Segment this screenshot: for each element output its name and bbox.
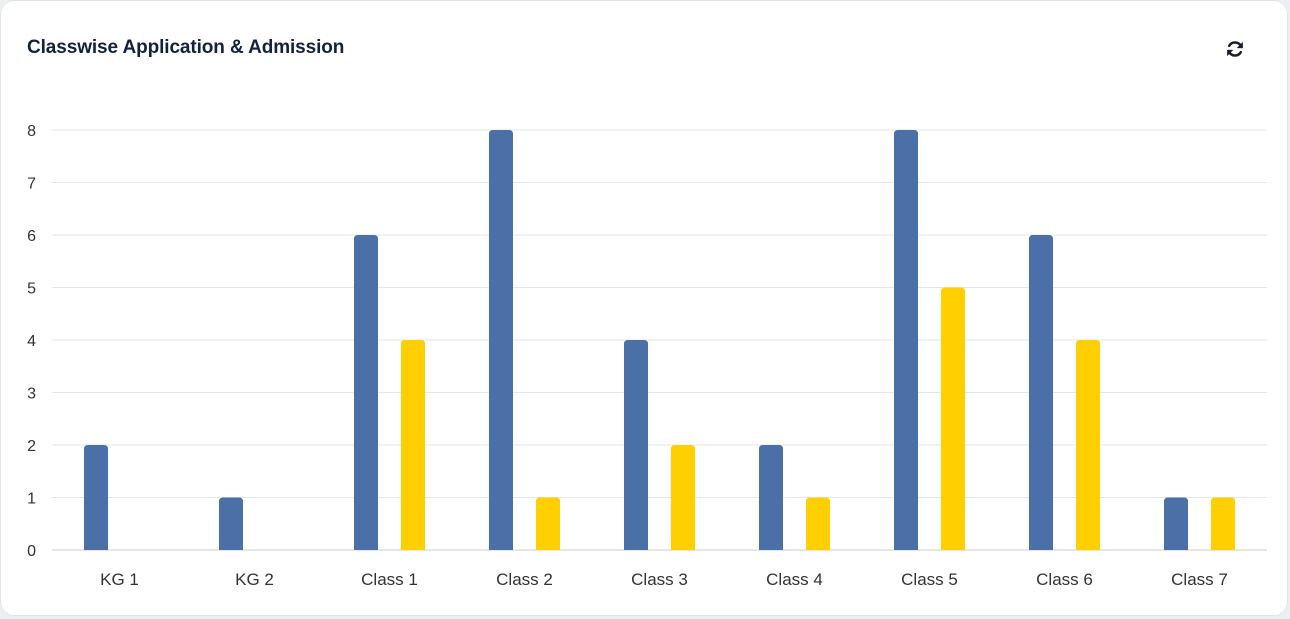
bar[interactable]	[1029, 235, 1053, 550]
bar[interactable]	[354, 235, 378, 550]
y-tick-label: 7	[27, 176, 36, 193]
y-tick-label: 2	[27, 438, 36, 455]
x-tick-label: Class 7	[1171, 570, 1228, 589]
y-tick-label: 5	[27, 281, 36, 298]
y-tick-label: 6	[27, 228, 36, 245]
card-title: Classwise Application & Admission	[27, 37, 345, 58]
refresh-button[interactable]	[1221, 35, 1249, 63]
bar[interactable]	[624, 340, 648, 550]
bar[interactable]	[536, 497, 560, 551]
bar[interactable]	[1164, 497, 1188, 551]
x-tick-label: Class 2	[496, 570, 553, 589]
y-tick-label: 3	[27, 386, 36, 403]
x-tick-label: KG 2	[235, 570, 274, 589]
x-tick-label: Class 1	[361, 570, 418, 589]
y-tick-label: 8	[27, 123, 36, 140]
bar[interactable]	[219, 497, 243, 551]
y-tick-label: 4	[27, 333, 36, 350]
bar[interactable]	[1211, 497, 1235, 551]
bar[interactable]	[941, 287, 965, 551]
x-tick-label: Class 4	[766, 570, 823, 589]
x-tick-label: Class 5	[901, 570, 958, 589]
y-tick-label: 0	[27, 543, 36, 560]
bar[interactable]	[806, 497, 830, 551]
bar[interactable]	[1076, 340, 1100, 550]
bar[interactable]	[84, 445, 108, 550]
refresh-icon	[1227, 41, 1243, 57]
x-tick-label: Class 3	[631, 570, 688, 589]
bar[interactable]	[759, 445, 783, 550]
x-tick-label: KG 1	[100, 570, 139, 589]
bar[interactable]	[401, 340, 425, 550]
bar[interactable]	[671, 445, 695, 550]
y-tick-label: 1	[27, 491, 36, 508]
bar[interactable]	[489, 130, 513, 550]
x-tick-label: Class 6	[1036, 570, 1093, 589]
bar[interactable]	[894, 130, 918, 550]
